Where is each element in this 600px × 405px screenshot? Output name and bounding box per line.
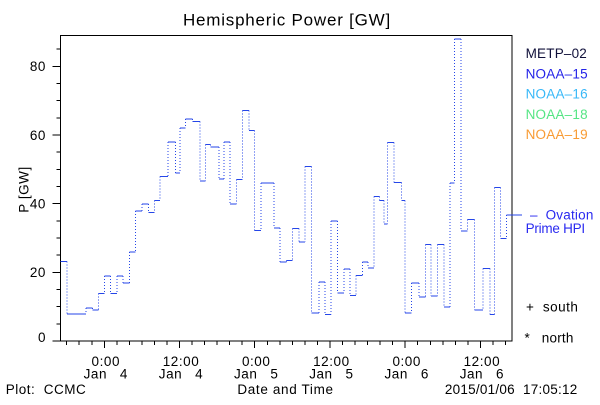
svg-text:12:00: 12:00: [464, 354, 501, 369]
svg-text:Date and Time: Date and Time: [237, 382, 333, 397]
svg-text:– Ovation: – Ovation: [530, 208, 594, 223]
svg-text:0:00: 0:00: [392, 354, 420, 369]
svg-text:Jan 5: Jan 5: [309, 366, 353, 381]
svg-text:80: 80: [30, 59, 46, 74]
svg-text:METP–02: METP–02: [526, 46, 587, 61]
svg-text:2015/01/06 17:05:12: 2015/01/06 17:05:12: [445, 382, 578, 397]
svg-text:Jan 6: Jan 6: [385, 366, 429, 381]
svg-text:Jan 4: Jan 4: [159, 366, 203, 381]
svg-text:0:00: 0:00: [242, 354, 270, 369]
svg-text:NOAA–16: NOAA–16: [526, 87, 588, 102]
svg-text:0: 0: [38, 330, 46, 345]
svg-text:Jan 5: Jan 5: [234, 366, 278, 381]
svg-text:0:00: 0:00: [92, 354, 120, 369]
svg-text:Prime HPI: Prime HPI: [526, 221, 585, 236]
svg-text:NOAA–18: NOAA–18: [526, 107, 588, 122]
svg-text:Jan 4: Jan 4: [84, 366, 128, 381]
svg-text:40: 40: [30, 197, 46, 212]
svg-text:20: 20: [30, 265, 46, 280]
svg-text:* north: * north: [525, 331, 574, 346]
svg-text:60: 60: [30, 128, 46, 143]
svg-text:12:00: 12:00: [163, 354, 200, 369]
svg-text:P [GW]: P [GW]: [17, 166, 32, 213]
svg-text:+ south: + south: [526, 300, 578, 315]
svg-text:Hemispheric Power [GW]: Hemispheric Power [GW]: [183, 10, 391, 29]
svg-text:NOAA–19: NOAA–19: [526, 127, 588, 142]
svg-text:12:00: 12:00: [313, 354, 350, 369]
svg-text:Jan 6: Jan 6: [460, 366, 504, 381]
svg-text:NOAA–15: NOAA–15: [526, 66, 588, 81]
svg-text:Plot: CCMC: Plot: CCMC: [6, 382, 87, 397]
